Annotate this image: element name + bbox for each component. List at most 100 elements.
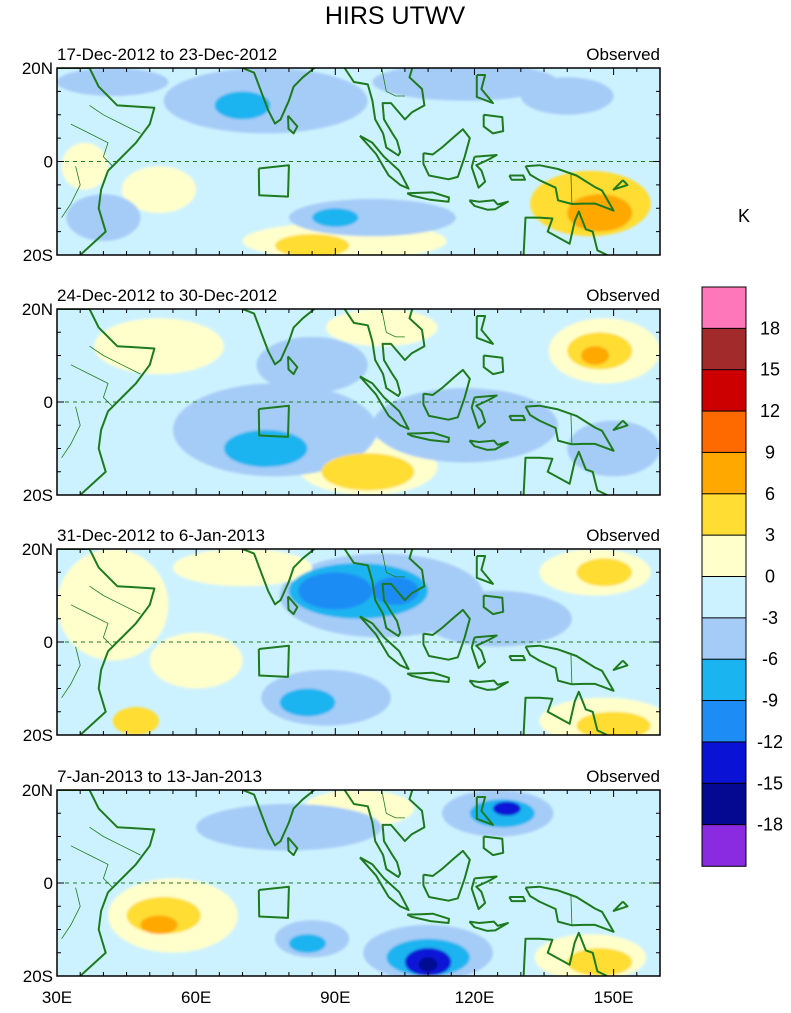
units-label: K: [738, 206, 750, 226]
coastline: [242, 549, 316, 606]
panel-4: 20N 0 20S 7-Jan-2013 to 13-Jan-2013 Observed: [22, 767, 661, 986]
country-border: [89, 826, 141, 856]
anomaly-blob: [149, 632, 243, 689]
panel-label: Observed: [586, 767, 660, 786]
anomaly-blob: [224, 429, 308, 468]
anomaly-blob: [112, 707, 160, 735]
panel-1: 20N 0 20S 17-Dec-2012 to 23-Dec-2012 Observe…: [22, 45, 661, 265]
colorbar-swatch: [701, 369, 747, 412]
coastline: [475, 555, 494, 585]
colorbar-label: 12: [760, 401, 780, 421]
coastline: [482, 113, 505, 135]
anomaly-blob: [275, 234, 350, 255]
country-border: [381, 790, 405, 819]
anomaly-blob: [567, 948, 633, 976]
colorbar-label: 3: [765, 525, 775, 545]
anomaly-blob: [288, 934, 327, 953]
country-border: [326, 309, 327, 310]
coastline: [287, 115, 299, 135]
coastline: [524, 885, 615, 933]
coastline: [343, 68, 426, 157]
country-border: [570, 894, 573, 926]
anomaly-blob: [57, 68, 169, 96]
panel-label: Observed: [586, 45, 660, 64]
y-tick-label: 0: [44, 633, 53, 652]
anomaly-blob: [423, 590, 572, 647]
anomaly-blob: [94, 318, 224, 375]
panel-2: 20N 0 20S 24-Dec-2012 to 30-Dec-2012 Observe…: [22, 286, 661, 505]
y-tick-label: 20N: [22, 300, 53, 319]
coastline: [406, 671, 450, 683]
country-border: [326, 549, 327, 550]
x-tick-label: 30E: [42, 988, 72, 1007]
panel-label: Observed: [586, 526, 660, 545]
coastline: [508, 896, 526, 903]
panel-date-range: 7-Jan-2013 to 13-Jan-2013: [57, 767, 262, 786]
colorbar-label: 6: [765, 484, 775, 504]
colorbar-swatch: [701, 782, 747, 826]
anomaly-blob: [372, 68, 558, 101]
x-tick-label: 90E: [320, 988, 350, 1007]
y-tick-label: 0: [44, 874, 53, 893]
coastline: [406, 191, 450, 203]
panel-date-range: 31-Dec-2012 to 6-Jan-2013: [57, 526, 265, 545]
coastline: [475, 796, 494, 826]
coastline: [468, 679, 509, 691]
coastline: [257, 644, 290, 678]
coastline: [612, 900, 629, 912]
coastline: [482, 354, 505, 376]
coastline: [359, 615, 410, 670]
anomaly-blob: [581, 346, 609, 365]
country-border: [61, 887, 81, 940]
coastline: [287, 355, 299, 376]
anomaly-blob: [520, 77, 614, 115]
colorbar-label: -15: [757, 773, 783, 793]
country-border: [570, 173, 573, 205]
country-border: [326, 68, 327, 69]
anomaly-blob: [418, 957, 438, 972]
coastline: [468, 199, 509, 211]
anomaly-blob: [567, 194, 633, 232]
anomaly-blob: [66, 194, 141, 242]
anomaly-blob: [196, 803, 382, 851]
coastline: [422, 849, 471, 902]
anomaly-blob: [372, 388, 558, 463]
y-tick-label: 20N: [22, 540, 53, 559]
coastline: [612, 419, 629, 431]
anomaly-blob: [567, 420, 660, 477]
colorbar-swatch: [701, 824, 747, 867]
colorbar-swatch: [701, 534, 747, 578]
coastline: [242, 68, 316, 125]
x-tick-label: 60E: [181, 988, 211, 1007]
coastline: [57, 549, 156, 735]
anomaly-blob: [57, 549, 169, 661]
coastline: [359, 375, 410, 430]
coastline: [524, 164, 615, 212]
x-tick-label: 150E: [594, 988, 634, 1007]
country-border: [381, 549, 405, 578]
coastline: [343, 549, 426, 637]
anomaly-blob: [312, 208, 359, 227]
country-border: [70, 604, 113, 647]
anomaly-blob: [298, 572, 373, 610]
coastline: [257, 404, 290, 438]
y-tick-label: 20N: [22, 59, 53, 78]
colorbar-swatch: [701, 617, 747, 661]
colorbar: 18 15 12 9 6 3 0 -3 -6 -9 -12 -15 -18: [701, 286, 783, 867]
country-border: [61, 406, 81, 459]
country-border: [89, 105, 141, 134]
anomaly-blob: [288, 198, 456, 237]
y-tick-label: 20N: [22, 781, 53, 800]
coastline: [612, 659, 629, 671]
coastline: [612, 179, 629, 191]
country-border: [61, 166, 81, 218]
panel-date-range: 17-Dec-2012 to 23-Dec-2012: [57, 45, 277, 64]
coastline: [406, 431, 450, 443]
anomaly-blob: [214, 91, 271, 120]
coastline: [524, 404, 615, 452]
coastline: [468, 439, 509, 451]
anomaly-blob: [493, 801, 521, 816]
country-border: [89, 345, 141, 375]
country-border: [326, 790, 327, 791]
